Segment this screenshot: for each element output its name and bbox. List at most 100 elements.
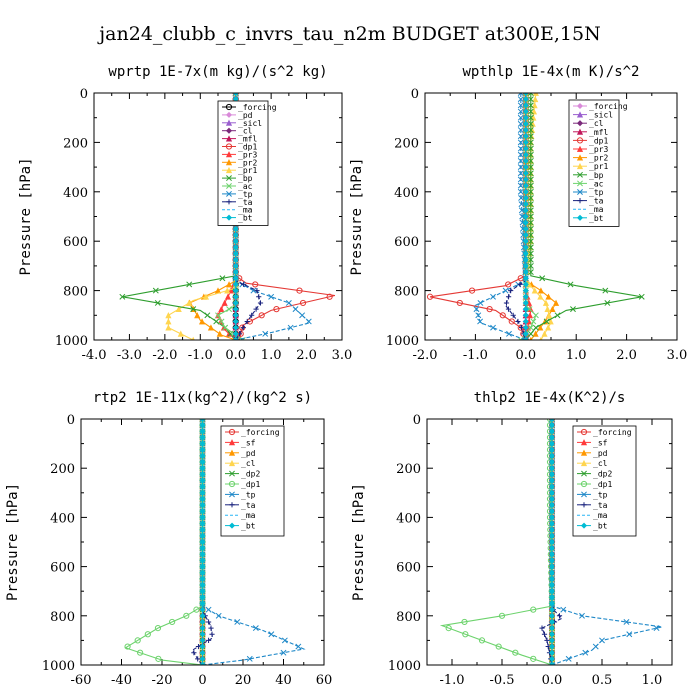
series-marker [232,262,239,269]
series-marker [522,127,529,134]
series-marker [199,655,206,662]
series-marker [522,256,529,263]
legend-marker [576,145,584,152]
legend-marker [581,491,587,498]
chart-title: rtp2 1E-11x(kg^2)/(kg^2 s) [93,390,312,406]
series-marker [517,133,524,140]
x-tick-label: 1.0 [566,348,587,363]
x-tick-label: -1.0 [439,673,464,688]
series-marker [522,145,529,152]
series-marker [227,287,235,294]
chart-panel-4: thlp2 1E-4x(K^2)/s Pressure [hPa] 0 200 400 6… [351,390,673,688]
series-marker [199,545,206,552]
series-marker [548,569,556,576]
series-marker [527,232,534,238]
legend-label: _dp1 [241,480,260,489]
legend-label: _ma [238,206,253,215]
series-marker [218,318,225,325]
series-marker [548,419,556,423]
chart-title: thlp2 1E-4x(K^2)/s [474,390,626,406]
series-marker [239,337,246,340]
series-marker [154,625,162,632]
x-tick-label: -2.0 [152,348,177,363]
x-tick-label: -60 [71,673,92,688]
series-marker [527,201,534,208]
series-marker [490,293,496,300]
series-marker [241,281,247,288]
series-marker [522,108,529,115]
series-marker [539,336,543,340]
legend-marker [225,103,233,111]
series-marker [199,520,206,527]
series-marker [517,102,524,109]
series-marker [527,108,534,115]
series-marker [527,182,534,189]
series-marker [517,157,524,164]
x-tick-label: 0.0 [225,348,246,363]
series-marker [517,182,524,189]
series-marker [548,655,556,662]
series-marker [522,337,529,340]
series-marker [527,324,534,331]
series-marker [548,502,556,509]
series-marker [232,244,239,251]
series-marker [495,643,502,650]
series-marker [537,293,544,300]
series-marker [522,120,529,127]
series-marker [219,275,226,282]
series-marker [204,312,211,319]
series-marker [186,281,193,288]
chart-panel-1: wprtp 1E-7x(m kg)/(s^2 kg) Pressure [hPa]… [18,64,352,363]
series-marker [326,293,333,300]
legend-label: _cl [241,459,256,468]
series-marker [522,336,529,340]
series-marker [199,563,206,570]
legend-marker [580,522,588,529]
series-marker [529,336,533,340]
series-marker [199,557,206,564]
x-tick-label: 3.0 [667,348,688,363]
series-marker [527,102,534,109]
series-marker [224,293,232,300]
series-marker [199,440,206,447]
y-tick-label: 0 [413,413,421,428]
series-marker [281,637,288,644]
series-marker [548,422,556,429]
series-marker [530,318,537,325]
series-marker [548,625,556,632]
legend-marker [577,180,583,187]
series-group [439,419,663,665]
series-marker [548,631,556,638]
series-marker [517,145,524,152]
legend-label: _dp1 [593,480,612,489]
series-marker [207,324,214,331]
series-marker [532,330,539,337]
series-marker [222,324,229,331]
series-marker [124,643,131,650]
legend-label: _sicl [589,111,613,120]
series-marker [560,606,567,613]
series-marker [548,600,556,607]
series-marker [522,182,529,189]
series-marker [226,306,233,313]
series-marker [522,312,529,319]
figure-title: jan24_clubb_c_invrs_tau_n2m BUDGET at300… [97,23,600,45]
chart-title: wprtp 1E-7x(m kg)/(s^2 kg) [108,64,327,80]
series-marker [232,318,239,325]
legend-label: _pr3 [238,150,257,159]
series-marker [232,324,239,331]
series-marker [518,195,525,201]
series-marker [517,93,524,96]
series-marker [548,452,556,459]
series-marker [199,551,206,558]
legend-label: _pd [593,449,608,458]
legend-marker [225,111,233,118]
series-marker [548,483,556,490]
legend-label: _ma [241,511,256,520]
legend-marker [228,459,236,467]
y-tick-label: 600 [394,235,419,250]
y-tick-label: 400 [50,511,75,526]
series-marker [177,330,184,337]
y-tick-label: 1000 [386,334,419,349]
series-marker [193,606,200,613]
